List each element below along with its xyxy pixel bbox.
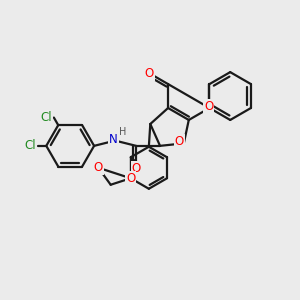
Text: O: O <box>145 67 154 80</box>
Text: Cl: Cl <box>24 140 36 152</box>
Text: O: O <box>175 134 184 148</box>
Text: O: O <box>126 172 135 185</box>
Text: O: O <box>204 100 214 113</box>
Text: O: O <box>94 161 103 174</box>
Text: O: O <box>131 162 141 175</box>
Text: Cl: Cl <box>41 111 52 124</box>
Text: N: N <box>109 133 118 146</box>
Text: H: H <box>118 127 126 136</box>
